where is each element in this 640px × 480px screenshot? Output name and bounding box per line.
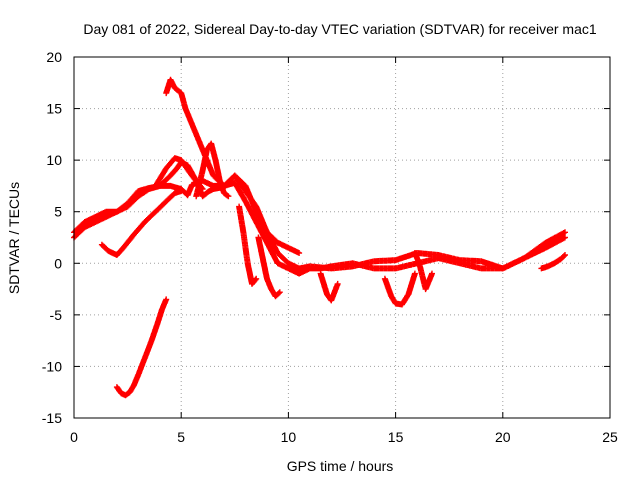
series-dip-8h bbox=[236, 203, 260, 287]
series-mid-hump bbox=[152, 155, 206, 192]
y-tick-label: -15 bbox=[42, 410, 62, 426]
series-points bbox=[317, 270, 341, 304]
series-dip-12h bbox=[317, 270, 341, 304]
series-dip-9h bbox=[255, 234, 283, 300]
series-points bbox=[113, 296, 170, 399]
y-tick-label: 10 bbox=[46, 152, 62, 168]
series-points bbox=[236, 203, 260, 287]
series-points bbox=[98, 188, 185, 258]
grid bbox=[74, 57, 610, 418]
series-points bbox=[381, 270, 418, 308]
chart-title: Day 081 of 2022, Sidereal Day-to-day VTE… bbox=[83, 21, 596, 37]
data-points bbox=[71, 76, 568, 399]
x-tick-label: 25 bbox=[602, 429, 618, 445]
plot-frame bbox=[73, 56, 611, 419]
x-tick-label: 0 bbox=[70, 429, 78, 445]
axis-ticks bbox=[73, 56, 611, 419]
y-tick-label: -5 bbox=[50, 307, 63, 323]
x-tick-labels: 0 5 10 15 20 25 bbox=[70, 429, 618, 445]
series-low-curve bbox=[113, 296, 170, 399]
x-tick-label: 5 bbox=[177, 429, 185, 445]
x-axis-label: GPS time / hours bbox=[287, 458, 394, 474]
x-tick-label: 10 bbox=[281, 429, 297, 445]
series-points bbox=[538, 252, 568, 272]
series-points bbox=[255, 234, 283, 300]
series-points bbox=[152, 155, 206, 192]
y-axis-label: SDTVAR / TECUs bbox=[6, 182, 22, 294]
series-dip-16h bbox=[411, 250, 435, 293]
y-tick-label: -10 bbox=[42, 358, 62, 374]
series-main-upper bbox=[71, 159, 568, 272]
y-tick-label: 15 bbox=[46, 101, 62, 117]
series-lower-branch bbox=[98, 188, 185, 258]
series-tail bbox=[538, 252, 568, 272]
x-tick-label: 20 bbox=[495, 429, 511, 445]
x-tick-label: 15 bbox=[388, 429, 404, 445]
series-points bbox=[411, 250, 435, 293]
y-tick-label: 0 bbox=[54, 255, 62, 271]
y-tick-label: 20 bbox=[46, 49, 62, 65]
y-tick-label: 5 bbox=[54, 204, 62, 220]
y-tick-labels: -15 -10 -5 0 5 10 15 20 bbox=[42, 49, 62, 426]
series-dip-15h bbox=[381, 270, 418, 308]
series-peak-spike bbox=[163, 76, 303, 256]
series-points bbox=[71, 159, 568, 272]
series-points bbox=[163, 76, 303, 256]
